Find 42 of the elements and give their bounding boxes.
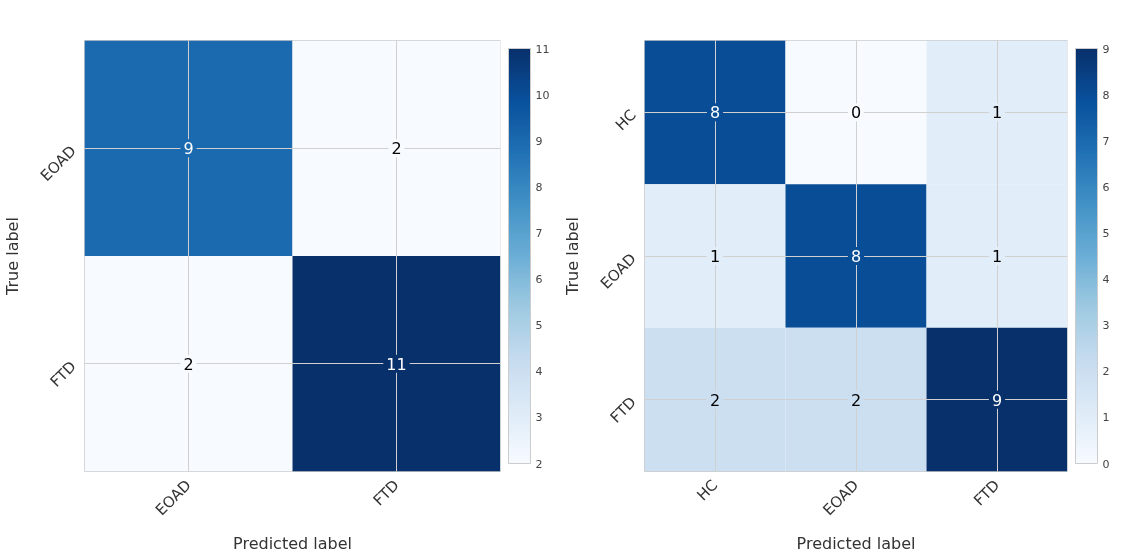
data-label: 1	[991, 247, 1003, 266]
data-label: 2	[391, 139, 402, 159]
color-bar-label: 5	[1102, 226, 1110, 240]
data-label: 2	[709, 390, 721, 410]
data-label: 9	[183, 139, 194, 159]
color-bar-label: 6	[535, 273, 543, 287]
data-label: 2	[850, 390, 862, 410]
y-tick-label: FTD	[606, 393, 640, 427]
x-axis-title: Predicted label	[796, 533, 916, 553]
color-bar-label: 1	[1102, 411, 1110, 425]
color-bar-label: 2	[535, 457, 543, 471]
y-axis-title: True label	[563, 217, 583, 296]
color-bar-label: 4	[1102, 273, 1110, 287]
color-bar-label: 6	[1102, 180, 1110, 194]
data-label: 2	[183, 354, 194, 374]
data-label: 0	[850, 103, 862, 123]
color-bar-label: 9	[1102, 42, 1110, 56]
color-bar-label: 11	[535, 42, 550, 56]
color-bar-label: 7	[1102, 134, 1110, 148]
color-bar-label: 7	[535, 226, 543, 240]
color-bar-label: 8	[1102, 88, 1110, 102]
x-axis-title: Predicted label	[233, 533, 352, 553]
y-tick-label: HC	[611, 105, 640, 135]
color-bar-label: 8	[535, 180, 543, 194]
color-bar-label: 0	[1102, 457, 1110, 471]
y-axis-title: True label	[3, 217, 23, 296]
color-bar-label: 9	[535, 134, 543, 148]
data-label: 9	[991, 390, 1003, 410]
data-label: 8	[850, 247, 862, 266]
color-bar-label: 10	[535, 88, 550, 102]
x-tick-label: FTD	[970, 476, 1004, 510]
color-bar-label: 4	[535, 365, 543, 379]
data-label: 11	[386, 354, 407, 374]
data-label: 1	[991, 103, 1003, 123]
x-tick-label: FTD	[369, 476, 403, 510]
color-bar-label: 2	[1102, 365, 1110, 379]
color-bar-label: 3	[535, 411, 543, 425]
data-label: 8	[709, 103, 721, 123]
color-bar-label: 3	[1102, 319, 1110, 333]
data-label: 1	[709, 247, 721, 266]
color-bar-label: 5	[535, 319, 543, 333]
x-tick-label: HC	[693, 476, 722, 505]
